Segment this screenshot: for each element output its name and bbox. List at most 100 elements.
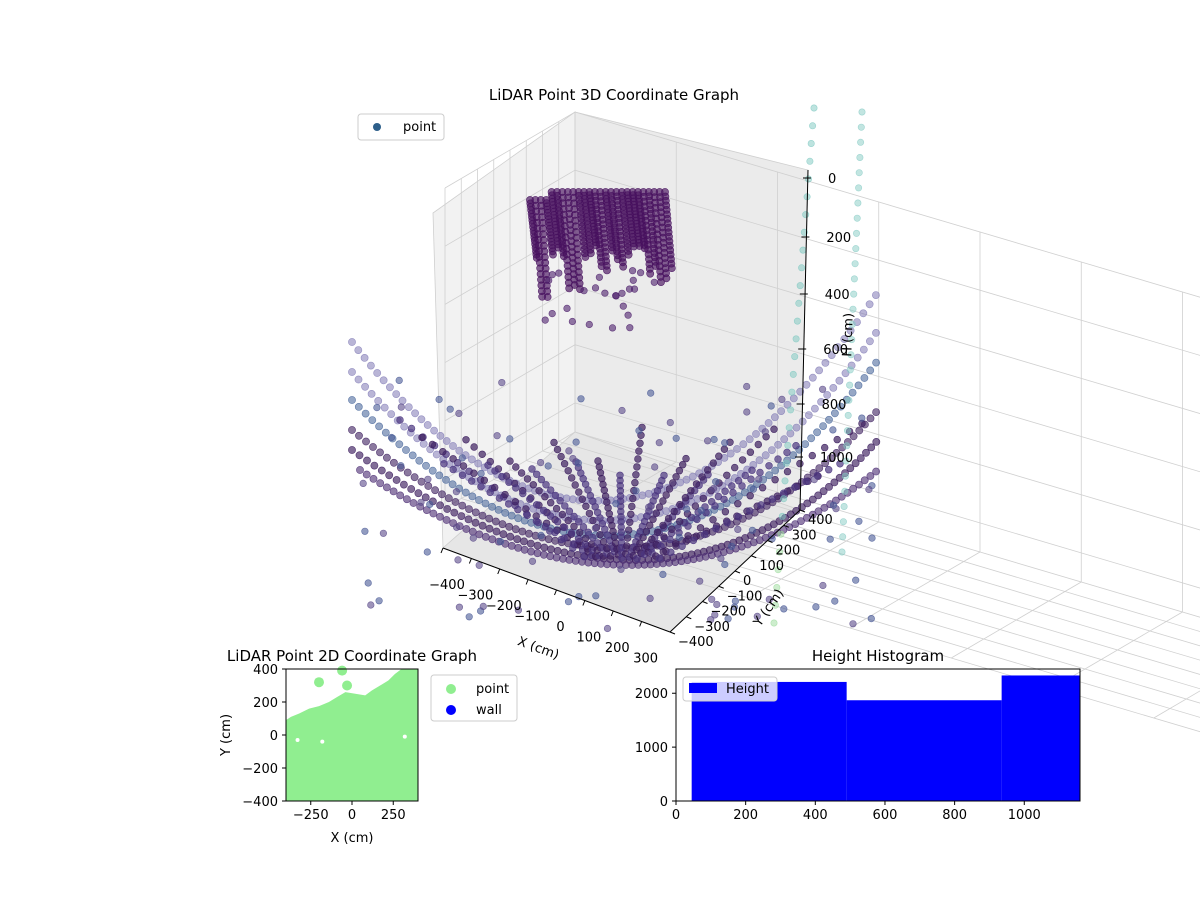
floor-stroke-point <box>551 491 560 500</box>
chart-title-2d: LiDAR Point 2D Coordinate Graph <box>227 647 477 665</box>
floor-point <box>752 430 760 438</box>
floor-stroke-point <box>703 466 712 474</box>
scatter-point <box>397 462 405 470</box>
floor-stroke-point <box>523 511 531 519</box>
z-ticks-3d: 0 200 400 600 800 1000 <box>795 172 853 466</box>
floor-stroke-point <box>564 467 572 475</box>
floor-point <box>834 343 842 352</box>
floor-point <box>362 470 371 479</box>
floor-point <box>514 514 523 523</box>
histogram-bars <box>691 675 1080 801</box>
floor-stroke-point <box>564 516 572 525</box>
scatter-point <box>708 595 716 603</box>
scatter-point <box>645 503 653 511</box>
scatter-point <box>743 382 751 391</box>
floor-stroke-point <box>738 482 746 490</box>
floor-point <box>429 509 438 518</box>
floor-stroke-point <box>541 523 550 531</box>
scatter-point <box>712 478 720 486</box>
floor-stroke-point <box>468 477 476 485</box>
floor-stroke-point <box>418 433 426 442</box>
floor-point <box>499 530 508 539</box>
floor-point <box>855 426 864 435</box>
floor-point <box>792 506 801 515</box>
floor-point <box>432 450 441 459</box>
floor-stroke-point <box>570 522 578 531</box>
floor-stroke-point <box>678 542 686 550</box>
y-tick-label-3d: −300 <box>694 620 730 635</box>
floor-stroke-point <box>666 535 674 544</box>
floor-stroke-point <box>645 521 654 529</box>
scatter-point <box>829 426 837 434</box>
floor-point <box>438 490 446 499</box>
floor-stroke-point <box>689 536 698 545</box>
floor-point <box>872 291 880 299</box>
floor-stroke-point <box>553 517 562 526</box>
scatter-point <box>724 615 732 623</box>
floor-point <box>533 549 542 558</box>
floor-stroke-point <box>791 483 799 491</box>
edge-point <box>845 396 853 404</box>
floor-point <box>862 448 870 457</box>
scatter-point <box>364 579 372 587</box>
chart-title-3d: LiDAR Point 3D Coordinate Graph <box>489 86 739 104</box>
floor-point <box>475 530 484 539</box>
scatter-point <box>749 485 758 493</box>
y-tick-label-histogram: 0 <box>660 795 668 810</box>
floor-stroke-point <box>532 470 541 478</box>
floor-point <box>520 537 528 546</box>
floor-point <box>478 511 487 520</box>
floor-point <box>366 361 375 370</box>
floor-stroke-point <box>770 425 778 433</box>
scatter-point <box>453 523 461 531</box>
ceiling-drip-point <box>541 316 549 324</box>
y-tick-3d <box>783 524 789 528</box>
floor-point <box>374 396 383 405</box>
x-tick-3d <box>610 610 614 617</box>
floor-stroke-point <box>505 500 513 508</box>
x-tick-label-histogram: 1000 <box>1008 808 1041 823</box>
edge-point <box>840 502 848 510</box>
floor-point <box>825 415 833 424</box>
scatter-point <box>865 485 873 494</box>
floor-point <box>525 529 533 538</box>
floor-point <box>431 486 439 495</box>
floor-point <box>369 474 378 483</box>
floor-point <box>872 358 880 367</box>
scatter-point <box>458 454 466 462</box>
floor-stroke-point <box>662 491 670 499</box>
floor-stroke-point <box>659 497 667 505</box>
scatter-point <box>829 501 838 509</box>
floor-stroke-point <box>608 521 616 530</box>
floor-point <box>682 475 691 484</box>
floor-point <box>547 545 555 554</box>
floor-point <box>849 432 858 441</box>
floor-stroke-point <box>589 516 597 525</box>
x-tick-label-3d: 100 <box>576 631 601 646</box>
floor-point <box>485 524 494 533</box>
edge-point <box>841 472 849 480</box>
floor-point <box>854 381 863 390</box>
floor-point <box>505 522 514 531</box>
legend-label-height: Height <box>726 682 769 697</box>
floor-point <box>475 496 483 504</box>
floor-point <box>408 451 417 460</box>
edge-point <box>787 406 795 414</box>
floor-point <box>494 505 503 514</box>
edge-point <box>778 512 786 520</box>
floor-stroke-point <box>535 487 543 495</box>
floor-stroke-point <box>626 518 634 526</box>
ceiling-drip-point <box>629 276 637 284</box>
y-tick-3d <box>718 585 724 589</box>
floor-stroke-point <box>501 490 509 499</box>
scatter-point <box>858 414 866 422</box>
x-tick-label-histogram: 400 <box>803 808 828 823</box>
edge-point <box>844 411 852 419</box>
floor-stroke-point <box>623 534 632 542</box>
x-tick-3d <box>554 589 557 596</box>
floor-stroke-point <box>571 481 579 489</box>
y-tick-label-3d: 200 <box>776 544 801 559</box>
floor-point <box>808 373 817 382</box>
floor-stroke-point <box>633 555 641 563</box>
